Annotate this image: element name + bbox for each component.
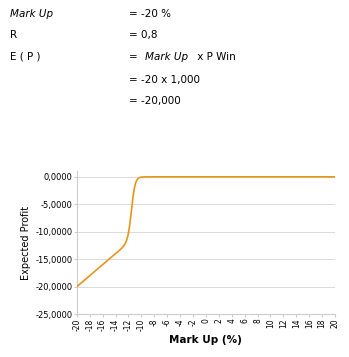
Text: = 0,8: = 0,8 [129, 30, 158, 40]
Text: = -20,000: = -20,000 [129, 96, 181, 106]
X-axis label: Mark Up (%): Mark Up (%) [170, 335, 242, 345]
Text: Mark Up: Mark Up [145, 52, 188, 62]
Text: R: R [10, 30, 17, 40]
Text: = -20 x 1,000: = -20 x 1,000 [129, 75, 200, 85]
Y-axis label: Expected Profit: Expected Profit [21, 206, 31, 280]
Text: =: = [129, 52, 141, 62]
Text: Mark Up: Mark Up [10, 9, 54, 19]
Text: = -20 %: = -20 % [129, 9, 171, 19]
Text: x P Win: x P Win [194, 52, 236, 62]
Text: E ( P ): E ( P ) [10, 52, 41, 62]
